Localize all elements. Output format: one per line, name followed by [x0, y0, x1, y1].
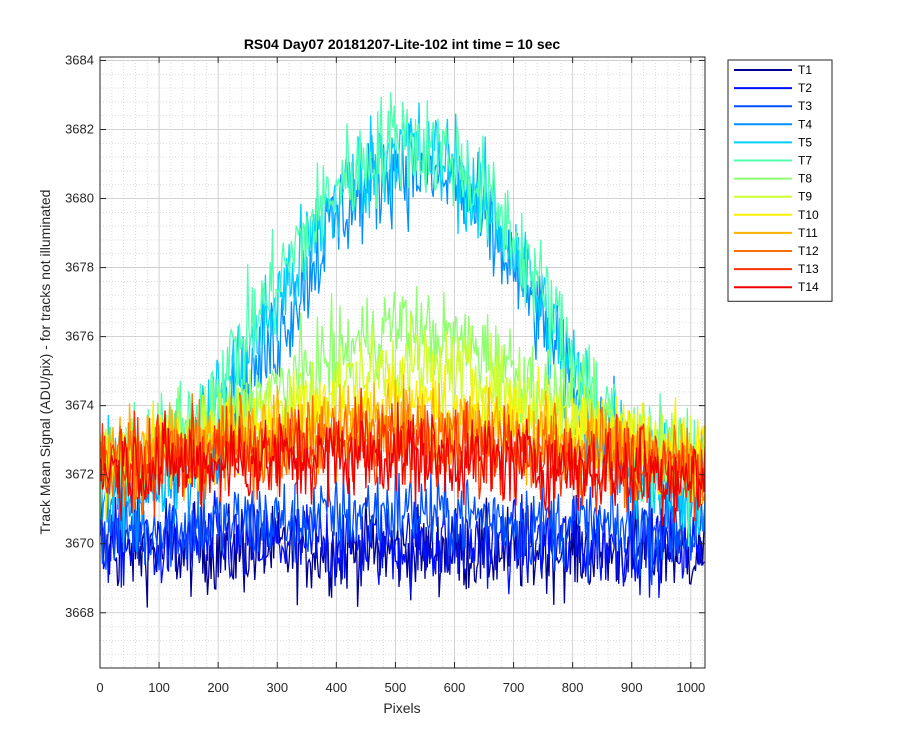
- x-tick-label: 400: [325, 680, 347, 695]
- legend-label-t9: T9: [798, 190, 812, 204]
- y-tick-label: 3680: [65, 191, 94, 206]
- x-tick-label: 500: [385, 680, 407, 695]
- x-tick-label: 1000: [676, 680, 705, 695]
- series-layer: [100, 92, 705, 608]
- y-tick-label: 3674: [65, 398, 94, 413]
- x-tick-label: 700: [503, 680, 525, 695]
- series-line-t3: [100, 457, 705, 586]
- chart-title: RS04 Day07 20181207-Lite-102 int time = …: [244, 36, 561, 52]
- y-tick-label: 3684: [65, 52, 94, 67]
- x-tick-label: 100: [148, 680, 170, 695]
- x-tick-label: 0: [96, 680, 103, 695]
- series-line-t14: [100, 402, 705, 526]
- legend-label-t11: T11: [798, 226, 818, 240]
- x-tick-label: 300: [266, 680, 288, 695]
- x-tick-label: 900: [621, 680, 643, 695]
- y-tick-label: 3682: [65, 121, 94, 136]
- y-tick-label: 3678: [65, 260, 94, 275]
- legend-label-t5: T5: [798, 135, 812, 149]
- x-tick-label: 600: [444, 680, 466, 695]
- legend-label-t13: T13: [798, 262, 819, 276]
- legend-label-t10: T10: [798, 208, 819, 222]
- legend-label-t12: T12: [798, 244, 819, 258]
- legend-label-t3: T3: [798, 99, 812, 113]
- plot-area-frame: [99, 56, 706, 669]
- y-tick-label: 3672: [65, 467, 94, 482]
- y-tick-label: 3670: [65, 536, 94, 551]
- legend-label-t14: T14: [798, 280, 819, 294]
- y-tick-label: 3676: [65, 329, 94, 344]
- legend-label-t8: T8: [798, 172, 812, 186]
- legend-label-t7: T7: [798, 154, 812, 168]
- y-axis-label: Track Mean Signal (ADU/pix) - for tracks…: [37, 190, 53, 535]
- legend-label-t4: T4: [798, 117, 812, 131]
- legend-label-t1: T1: [798, 63, 812, 77]
- legend-label-t2: T2: [798, 81, 812, 95]
- tick-layer: 0 100 200 300 400 500 600 700 800 900 1000 3668 3670…: [65, 52, 705, 695]
- x-tick-label: 200: [207, 680, 229, 695]
- x-axis-label: Pixels: [383, 700, 420, 716]
- x-tick-label: 800: [562, 680, 584, 695]
- legend: T1 T2 T3 T4 T5 T7 T8 T9 T10 T11 T12 T13 T14: [727, 59, 833, 302]
- legend-box: [727, 59, 833, 302]
- y-tick-label: 3668: [65, 605, 94, 620]
